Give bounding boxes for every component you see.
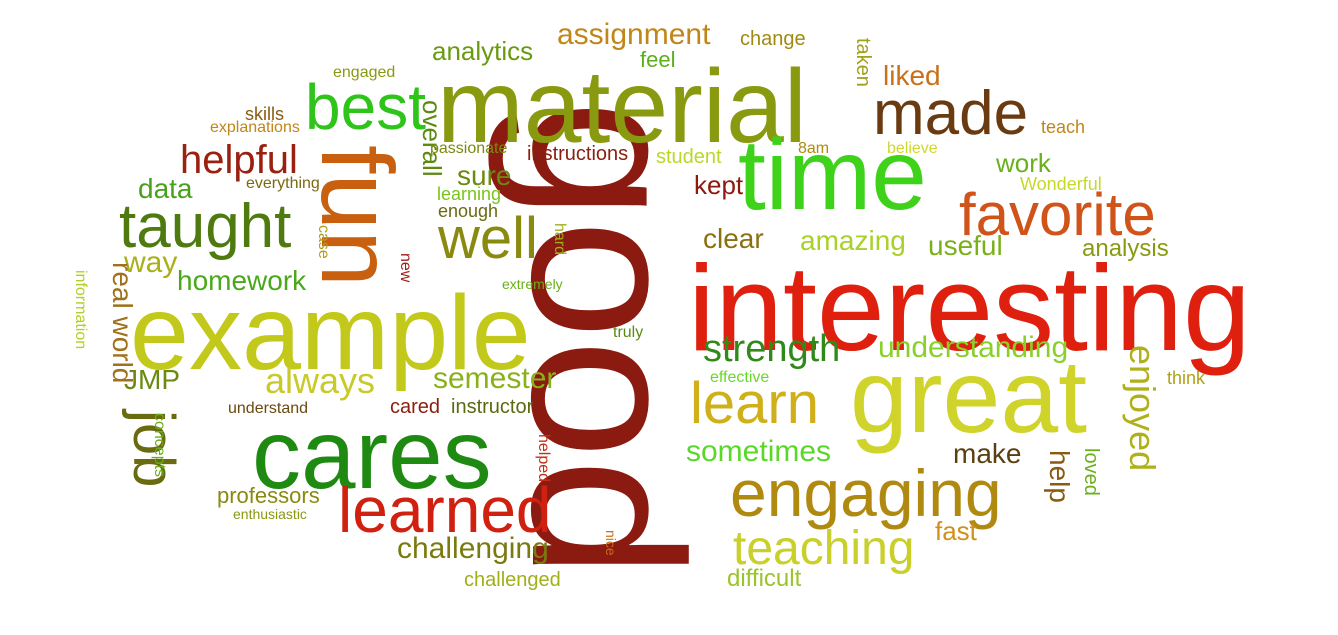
word-favorite: favorite — [959, 181, 1156, 248]
word-sure: sure — [457, 160, 512, 191]
word-enjoyed: enjoyed — [1122, 345, 1163, 472]
word-understanding: understanding — [878, 331, 1069, 364]
word-cared: cared — [390, 396, 441, 418]
word-effective: effective — [710, 369, 770, 386]
word-help: help — [1044, 450, 1075, 503]
word-think: think — [1167, 368, 1206, 388]
word-teaching: teaching — [733, 522, 915, 575]
word-homework: homework — [177, 265, 307, 296]
word-interesting: interesting — [688, 240, 1251, 376]
word-challenged: challenged — [464, 569, 561, 591]
word-loved: loved — [1080, 448, 1102, 496]
word-helpful: helpful — [180, 138, 298, 182]
word-fast: fast — [935, 516, 977, 546]
word-learn: learn — [690, 371, 819, 436]
word-truly: truly — [613, 324, 644, 341]
word-engaged: engaged — [333, 64, 396, 81]
word-best: best — [305, 71, 426, 143]
word-clear: clear — [703, 223, 764, 254]
word-sometimes: sometimes — [686, 435, 832, 468]
word-great: great — [850, 339, 1088, 455]
word-analysis: analysis — [1082, 235, 1169, 262]
word-teach: teach — [1041, 117, 1086, 137]
word-strength: strength — [703, 328, 841, 370]
word-made: made — [873, 79, 1029, 148]
word-data: data — [138, 173, 193, 204]
word-instructions: instructions — [527, 143, 629, 165]
word-difficult: difficult — [727, 565, 802, 592]
word-skills: skills — [245, 104, 284, 124]
word-change: change — [740, 28, 806, 50]
word-make: make — [953, 438, 1022, 469]
word-wonderful: Wonderful — [1020, 174, 1102, 194]
word-taught: taught — [119, 192, 292, 261]
word-nice: nice — [603, 530, 619, 556]
word-analytics: analytics — [432, 36, 534, 66]
word-engaging: engaging — [730, 456, 1002, 530]
word-explanations: explanations — [210, 119, 300, 136]
word-assignment: assignment — [557, 18, 711, 51]
word-useful: useful — [928, 230, 1003, 261]
word-learning: learning — [437, 184, 502, 204]
word-learned: learned — [338, 474, 552, 546]
word-enough: enough — [438, 201, 499, 221]
word-amazing: amazing — [800, 225, 906, 256]
word-time: time — [738, 119, 927, 231]
word-8am: 8am — [798, 140, 830, 157]
word-professors: professors — [217, 483, 320, 508]
word-helped: helped — [535, 434, 552, 483]
word-passionate: passionate — [430, 140, 508, 157]
word-feel: feel — [640, 47, 676, 72]
word-student: student — [656, 146, 722, 168]
word-instructor: instructor — [451, 396, 534, 418]
word-understand: understand — [228, 400, 309, 417]
word-work: work — [996, 148, 1051, 178]
word-taken: taken — [852, 38, 874, 87]
word-case: case — [315, 225, 332, 259]
word-everything: everything — [246, 175, 320, 192]
word-always: always — [265, 360, 376, 401]
word-material: material — [437, 49, 807, 165]
word-way: way — [124, 246, 178, 279]
word-challenging: challenging — [397, 532, 549, 565]
word-cares: cares — [252, 399, 492, 509]
word-concepts: concepts — [151, 413, 168, 478]
word-hard: hard — [551, 223, 568, 256]
word-example: example — [130, 274, 531, 392]
word-new: new — [397, 253, 414, 283]
word-fun: fun — [300, 145, 414, 287]
word-well: well — [438, 206, 538, 271]
word-believe: believe — [887, 140, 938, 157]
word-enthusiastic: enthusiastic — [233, 506, 307, 522]
word-information: information — [72, 270, 89, 350]
word-jmp: JMP — [124, 364, 180, 395]
word-semester: semester — [433, 362, 557, 395]
word-liked: liked — [883, 60, 941, 91]
word-extremely: extremely — [502, 276, 563, 292]
word-overall: overall — [417, 100, 447, 177]
word-kept: kept — [694, 170, 744, 200]
